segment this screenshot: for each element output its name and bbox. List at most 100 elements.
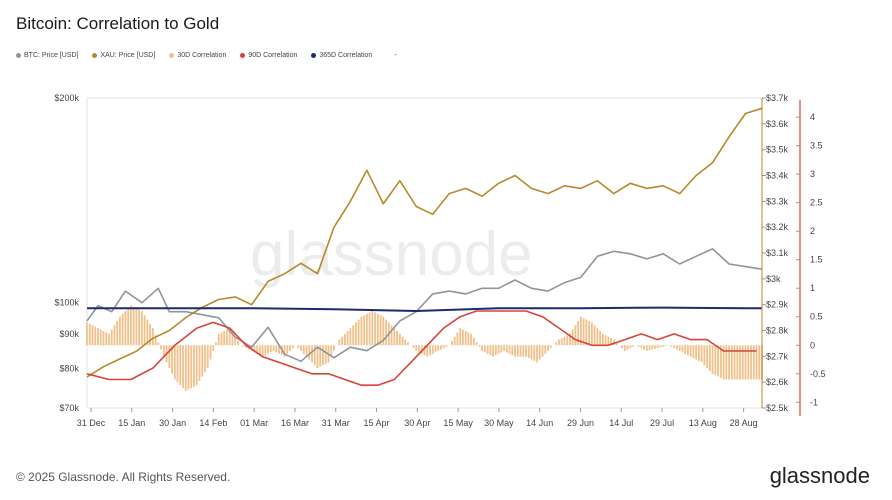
mid-tick-label: $3.4k [766, 171, 789, 181]
correlation-30d-bar [536, 345, 538, 363]
correlation-30d-bar [376, 313, 379, 346]
correlation-30d-bar [245, 345, 248, 349]
legend-item[interactable]: 365D Correlation [311, 52, 372, 59]
correlation-30d-bar [582, 318, 585, 346]
correlation-30d-bar [355, 322, 357, 346]
legend-label: XAU: Price [USD] [100, 52, 156, 59]
correlation-30d-bar [223, 331, 226, 346]
legend-label: 30D Correlation [177, 52, 227, 59]
right-tick-label: -1 [810, 397, 818, 407]
correlation-30d-bar [231, 332, 234, 346]
correlation-30d-bar [514, 345, 516, 357]
correlation-30d-bar [201, 345, 204, 377]
right-tick-label: 3.5 [810, 141, 823, 151]
x-tick-label: 01 Mar [240, 418, 268, 428]
correlation-30d-bar [297, 345, 300, 349]
correlation-30d-bar [250, 345, 253, 351]
correlation-30d-bar [505, 345, 508, 353]
mid-tick-label: $3.7k [766, 93, 789, 103]
correlation-30d-bar [429, 345, 431, 356]
correlation-30d-bar [629, 345, 632, 349]
correlation-30d-bar [651, 345, 654, 350]
x-tick-label: 15 Apr [364, 418, 390, 428]
correlation-30d-bar [261, 345, 264, 357]
correlation-30d-bar [135, 308, 138, 346]
correlation-30d-bar [654, 345, 656, 349]
correlation-30d-bar [151, 328, 154, 346]
correlation-30d-bar [755, 345, 758, 380]
right-tick-label: 2.5 [810, 198, 823, 208]
90d-correlation-line [86, 310, 757, 386]
correlation-30d-bar [91, 325, 94, 346]
correlation-30d-bar [676, 345, 678, 350]
legend-dot-icon [169, 53, 175, 58]
correlation-30d-bar [459, 328, 462, 346]
correlation-30d-bar [623, 345, 626, 351]
legend-item[interactable]: XAU: Price [USD] [92, 52, 155, 59]
x-tick-label: 13 Aug [689, 418, 717, 428]
correlation-30d-bar [108, 333, 110, 346]
legend-item[interactable]: BTC: Price [USD] [16, 52, 78, 59]
right-tick-label: 1.5 [810, 255, 823, 265]
correlation-30d-bar [352, 325, 355, 346]
correlation-30d-bar [725, 345, 728, 380]
correlation-30d-bar [714, 345, 717, 376]
correlation-30d-bar [86, 322, 88, 346]
correlation-30d-bar [176, 345, 179, 383]
correlation-30d-bar [407, 342, 409, 346]
legend-item[interactable]: 90D Correlation [240, 52, 297, 59]
correlation-30d-bar [341, 336, 344, 346]
correlation-30d-bar [566, 335, 569, 346]
legend-item[interactable]: 30D Correlation [169, 52, 226, 59]
brand-logo: glassnode [769, 463, 870, 488]
correlation-30d-bar [322, 345, 324, 366]
mid-tick-label: $2.9k [766, 300, 789, 310]
correlation-30d-bar [149, 323, 152, 346]
correlation-30d-bar [549, 345, 552, 349]
correlation-30d-bar [497, 345, 500, 354]
correlation-30d-bar [533, 345, 536, 361]
legend-label: - [394, 52, 397, 59]
correlation-30d-bar [478, 345, 481, 347]
correlation-30d-bar [209, 345, 212, 360]
correlation-30d-bar [390, 325, 393, 346]
correlation-30d-bar [607, 336, 610, 346]
correlation-30d-bar [486, 345, 489, 354]
mid-tick-label: $3.6k [766, 119, 789, 129]
correlation-30d-bar [678, 345, 681, 351]
correlation-30d-bar [472, 338, 475, 346]
correlation-30d-bar [154, 335, 157, 346]
right-tick-label: 1 [810, 283, 815, 293]
correlation-30d-bar [464, 331, 467, 346]
x-tick-label: 30 May [484, 418, 514, 428]
correlation-30d-bar [130, 305, 132, 346]
correlation-30d-bar [560, 338, 563, 346]
correlation-30d-bar [365, 313, 368, 346]
correlation-30d-bar [503, 345, 505, 351]
mid-tick-label: $2.8k [766, 326, 789, 336]
correlation-30d-bar [226, 329, 228, 346]
right-tick-label: 4 [810, 112, 815, 122]
mid-tick-label: $2.6k [766, 377, 789, 387]
correlation-30d-bar [489, 345, 492, 356]
correlation-30d-bar [215, 342, 217, 346]
correlation-30d-bar [289, 345, 291, 351]
correlation-30d-bar [684, 345, 687, 354]
correlation-30d-bar [313, 345, 316, 366]
correlation-30d-bar [124, 311, 127, 346]
correlation-30d-bar [319, 345, 322, 367]
correlation-30d-bar [522, 345, 525, 357]
correlation-30d-bar [563, 336, 566, 346]
correlation-30d-bar [138, 309, 141, 346]
mid-tick-label: $3k [766, 274, 781, 284]
x-tick-label: 15 Jan [118, 418, 145, 428]
legend-item[interactable]: - [386, 52, 396, 59]
x-tick-label: 29 Jun [567, 418, 594, 428]
correlation-30d-bar [113, 325, 116, 346]
correlation-30d-bar [184, 345, 187, 391]
legend-label: 90D Correlation [248, 52, 298, 59]
correlation-30d-bar [475, 342, 478, 346]
correlation-30d-bar [267, 345, 269, 354]
correlation-30d-bar [700, 345, 703, 363]
correlation-30d-bar [604, 335, 607, 346]
